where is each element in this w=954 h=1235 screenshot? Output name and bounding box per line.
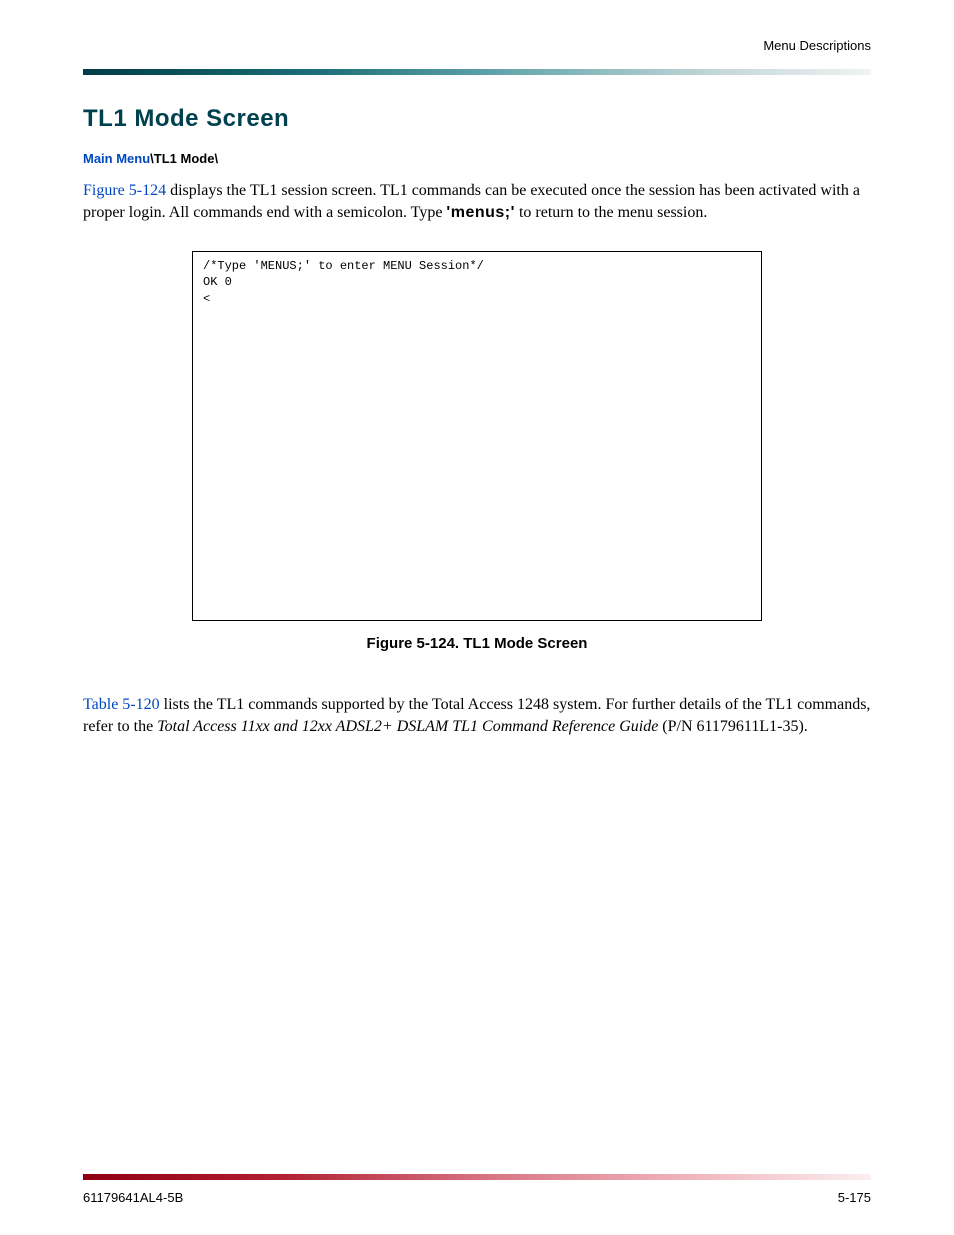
table-ref-paragraph: Table 5-120 lists the TL1 commands suppo… (83, 694, 871, 737)
bottom-divider (83, 1174, 871, 1180)
figure-link[interactable]: Figure 5-124 (83, 182, 166, 199)
terminal-line: < (203, 292, 210, 306)
figure-caption: Figure 5-124. TL1 Mode Screen (192, 635, 762, 652)
reference-guide-title: Total Access 11xx and 12xx ADSL2+ DSLAM … (157, 718, 658, 735)
terminal-screen: /*Type 'MENUS;' to enter MENU Session*/ … (192, 251, 762, 621)
para2-text-2: (P/N 61179611L1-35). (658, 718, 807, 735)
footer-row: 61179641AL4-5B 5-175 (83, 1190, 871, 1205)
intro-command: 'menus;' (446, 204, 515, 221)
page: Menu Descriptions TL1 Mode Screen Main M… (0, 0, 954, 1235)
page-footer: 61179641AL4-5B 5-175 (83, 1174, 871, 1205)
terminal-figure: /*Type 'MENUS;' to enter MENU Session*/ … (192, 251, 762, 652)
page-header-right: Menu Descriptions (83, 38, 871, 53)
terminal-line: /*Type 'MENUS;' to enter MENU Session*/ (203, 259, 484, 273)
breadcrumb-current: TL1 Mode (154, 151, 215, 166)
footer-doc-id: 61179641AL4-5B (83, 1190, 183, 1205)
footer-page-number: 5-175 (838, 1190, 871, 1205)
breadcrumb-link-main-menu[interactable]: Main Menu (83, 151, 150, 166)
intro-text-2: to return to the menu session. (515, 204, 707, 221)
section-heading: TL1 Mode Screen (83, 105, 871, 133)
breadcrumb: Main Menu\TL1 Mode\ (83, 151, 871, 166)
table-link[interactable]: Table 5-120 (83, 696, 160, 713)
intro-paragraph: Figure 5-124 displays the TL1 session sc… (83, 180, 871, 223)
top-divider (83, 69, 871, 75)
terminal-line: OK 0 (203, 275, 232, 289)
breadcrumb-sep: \ (214, 151, 218, 166)
